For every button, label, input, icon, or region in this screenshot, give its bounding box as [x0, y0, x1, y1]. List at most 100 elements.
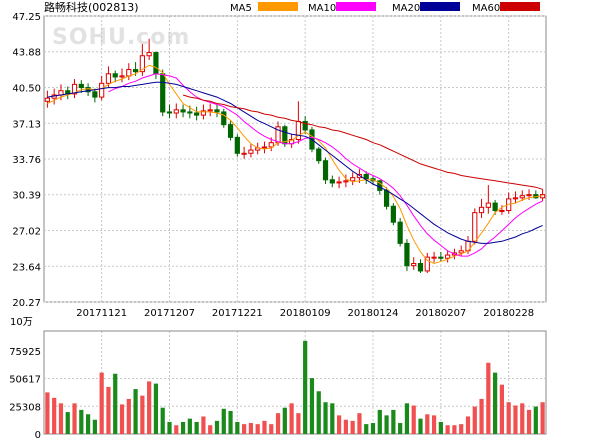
price-tick-label: 43.88 — [12, 48, 41, 59]
volume-bar-up — [343, 419, 348, 434]
volume-bars — [45, 340, 545, 434]
ma60-line — [182, 94, 543, 190]
volume-bar-up — [208, 425, 213, 434]
volume-bar-down — [323, 402, 328, 434]
volume-frame — [43, 330, 547, 435]
candle — [438, 251, 444, 262]
ma10-line — [108, 73, 543, 257]
candle-body-down — [492, 202, 498, 212]
volume-bar-down — [377, 409, 382, 434]
candle — [180, 104, 186, 118]
candle — [126, 63, 132, 81]
candle-body-up — [519, 195, 525, 199]
candle-body-up — [512, 197, 519, 200]
candle — [404, 239, 410, 271]
volume-bar-down — [384, 415, 389, 434]
candle — [506, 192, 512, 214]
candle-body-down — [329, 179, 335, 184]
candle — [519, 190, 525, 201]
volume-bar-up — [126, 398, 131, 434]
volume-bar-down — [180, 421, 186, 434]
candle-body-down — [316, 148, 322, 162]
candle — [160, 69, 166, 117]
candle — [146, 38, 152, 60]
volume-bar-down — [194, 421, 199, 434]
volume-bar-down — [160, 407, 165, 434]
volume-tick-label: 50617 — [9, 375, 41, 386]
candle-body-down — [160, 73, 166, 113]
candle — [411, 257, 417, 270]
volume-bar-up — [289, 403, 294, 434]
candle — [173, 103, 179, 119]
date-tick-label: 20180228 — [483, 308, 534, 319]
candle — [71, 79, 78, 99]
candle-body-up — [343, 180, 349, 183]
candle-body-up — [248, 149, 254, 154]
volume-bar-up — [119, 404, 125, 434]
candle — [540, 189, 546, 201]
candle-body-down — [234, 136, 240, 154]
volume-bar-down — [92, 419, 97, 434]
candle-body-up — [268, 142, 274, 148]
candle-body-down — [227, 124, 234, 138]
volume-y-axis: 75925 50617 25308 0 — [9, 347, 41, 440]
volume-bar-down — [113, 373, 118, 434]
volume-bar-up — [431, 415, 437, 434]
candle — [261, 141, 268, 154]
volume-bar-down — [85, 414, 91, 434]
volume-bar-up — [275, 413, 281, 434]
volume-bar-up — [106, 386, 111, 434]
legend-label-ma20: MA20 — [392, 3, 420, 14]
candle-body-up — [526, 194, 532, 197]
candle-body-up — [336, 181, 342, 184]
candle — [92, 88, 98, 103]
candle — [153, 51, 159, 80]
volume-bar-up — [45, 392, 50, 434]
volume-bar-up — [486, 362, 491, 434]
candle — [139, 44, 145, 76]
candle-body-up — [146, 52, 152, 57]
price-pane: SOHU.com 47.25 43.88 40.50 37.13 33.76 30.39 2… — [12, 12, 547, 309]
volume-bar-down — [398, 423, 403, 434]
chart-header: 路畅科技(002813) MA5 MA10 MA20 MA60 — [44, 0, 540, 14]
volume-bar-up — [526, 409, 532, 434]
candle — [85, 83, 91, 97]
candle-body-down — [153, 52, 159, 75]
candle — [295, 101, 301, 144]
candle — [166, 104, 173, 119]
volume-bar-up — [242, 424, 247, 434]
volume-bar-up — [58, 403, 64, 434]
volume-bar-up — [465, 416, 471, 434]
candle-body-down — [322, 160, 329, 181]
candle-body-up — [105, 73, 112, 84]
volume-bar-up — [506, 402, 511, 434]
legend-swatch-ma60 — [500, 2, 540, 11]
volume-bar-down — [309, 378, 315, 434]
price-tick-label: 23.64 — [12, 262, 41, 273]
volume-bar-down — [493, 372, 498, 434]
stock-code: (002813) — [88, 1, 139, 14]
volume-bar-up — [269, 424, 274, 434]
date-tick-label: 20180124 — [348, 308, 399, 319]
candle — [316, 146, 322, 164]
volume-bar-up — [411, 405, 416, 434]
volume-bar-up — [147, 381, 152, 434]
volume-bar-down — [404, 403, 410, 434]
price-grid — [43, 15, 547, 303]
candle-body-up — [431, 256, 437, 259]
candle — [207, 103, 213, 117]
candle-body-down — [214, 109, 220, 113]
candle-body-up — [173, 109, 179, 114]
volume-bar-down — [167, 421, 172, 434]
date-tick-label: 20171221 — [212, 308, 263, 319]
volume-bar-up — [499, 384, 505, 434]
volume-bar-up — [140, 395, 145, 434]
candle-body-down — [417, 263, 424, 272]
volume-bar-up — [350, 420, 355, 434]
date-tick-label: 20180109 — [280, 308, 331, 319]
candle-body-down — [194, 112, 200, 116]
candle-body-up — [472, 212, 478, 242]
legend-label-ma10: MA10 — [308, 3, 336, 14]
price-y-axis: 47.25 43.88 40.50 37.13 33.76 30.39 27.02 23.64… — [12, 12, 41, 309]
candle-body-down — [78, 83, 84, 89]
